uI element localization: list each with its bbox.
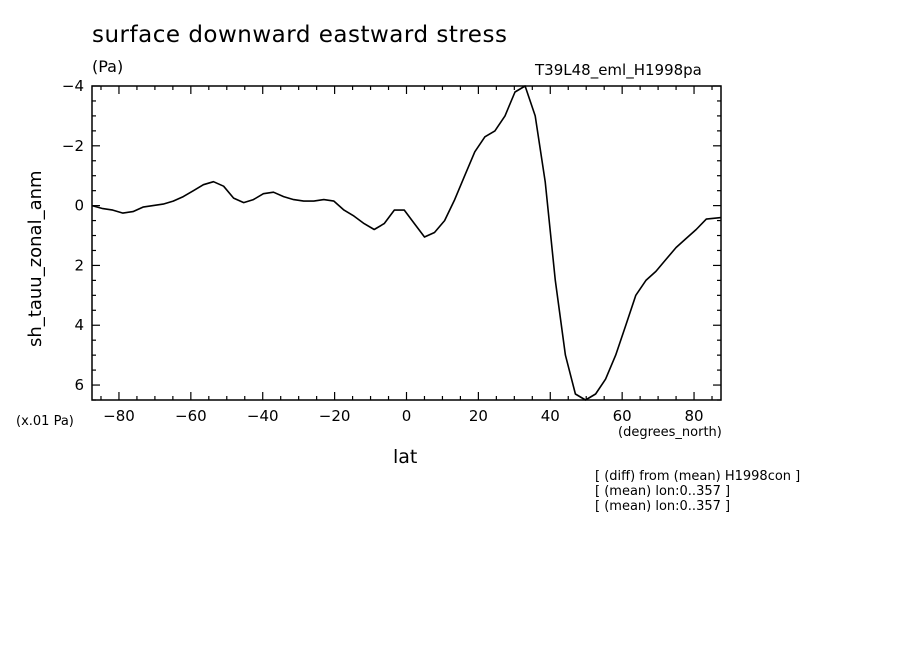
- annotation-line: [ (diff) from (mean) H1998con ]: [595, 469, 801, 484]
- x-tick-label: 20: [469, 407, 488, 425]
- y-tick-label: 4: [74, 316, 84, 334]
- chart-units: (Pa): [92, 57, 124, 76]
- y-tick-label: 2: [74, 256, 84, 274]
- x-tick-label: −40: [247, 407, 279, 425]
- ticks: [92, 85, 721, 401]
- chart-title: surface downward eastward stress: [92, 22, 508, 48]
- x-tick-label: 80: [684, 407, 703, 425]
- x-tick-label: −60: [175, 407, 207, 425]
- x-tick-label: 0: [402, 407, 412, 425]
- plot-frame: [91, 85, 722, 401]
- x-tick-label: −80: [103, 407, 135, 425]
- x-axis-units: (degrees_north): [618, 425, 722, 440]
- y-tick-label: 0: [74, 197, 84, 215]
- y-tick-label: −2: [62, 137, 84, 155]
- x-axis-label: lat: [393, 446, 418, 468]
- x-tick-label: 40: [541, 407, 560, 425]
- y-tick-label: 6: [74, 376, 84, 394]
- y-tick-label: −4: [62, 77, 84, 95]
- x-tick-label: −20: [319, 407, 351, 425]
- annotation-line: [ (mean) lon:0..357 ]: [595, 499, 731, 514]
- series-line: [91, 85, 722, 401]
- annotation-line: [ (mean) lon:0..357 ]: [595, 484, 731, 499]
- experiment-label: T39L48_eml_H1998pa: [535, 61, 702, 79]
- annotation-block: [ (diff) from (mean) H1998con ] [ (mean)…: [595, 469, 800, 514]
- scale-note: (x.01 Pa): [16, 414, 74, 429]
- x-tick-label: 60: [613, 407, 632, 425]
